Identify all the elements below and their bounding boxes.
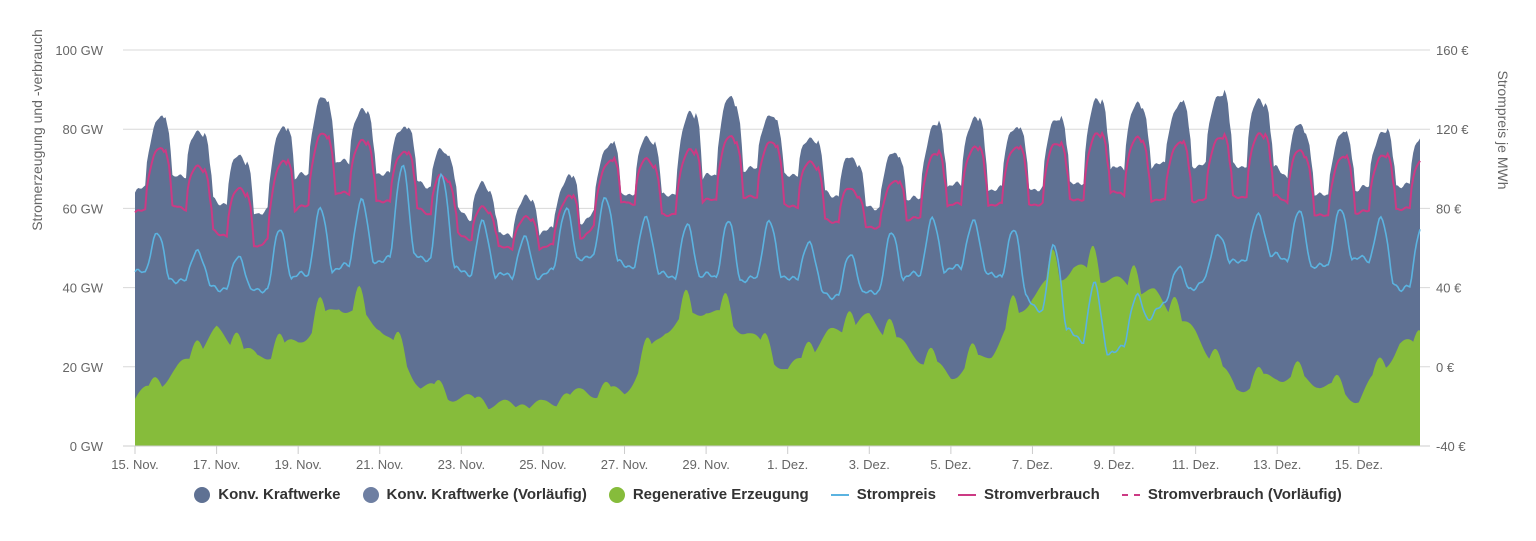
x-tick-label: 17. Nov. xyxy=(193,457,240,472)
x-tick-label: 1. Dez. xyxy=(767,457,808,472)
legend: Konv. Kraftwerke Konv. Kraftwerke (Vorlä… xyxy=(0,486,1536,503)
left-axis-title: Stromerzeugung und -verbrauch xyxy=(29,29,45,231)
energy-chart: 0 GW 20 GW 40 GW 60 GW 80 GW 100 GW -40 € 0 € 40… xyxy=(29,29,1511,472)
x-tick-label: 7. Dez. xyxy=(1012,457,1053,472)
legend-swatch-stromverbrauch xyxy=(957,493,976,496)
x-tick-label: 15. Nov. xyxy=(111,457,158,472)
x-tick-label: 3. Dez. xyxy=(849,457,890,472)
x-tick-label: 23. Nov. xyxy=(438,457,485,472)
series-layer xyxy=(134,89,1421,447)
legend-label-stromverbrauch-vorlaeufig: Stromverbrauch (Vorläufig) xyxy=(1147,486,1342,503)
x-tick-label: 19. Nov. xyxy=(274,457,321,472)
legend-label-konv-vorlaeufig: Konv. Kraftwerke (Vorläufig) xyxy=(386,486,587,503)
x-tick-label: 27. Nov. xyxy=(601,457,648,472)
right-tick-label: 40 € xyxy=(1436,281,1462,296)
series-strompreis xyxy=(134,164,1421,356)
legend-label-konv: Konv. Kraftwerke xyxy=(218,486,341,503)
x-tick-label: 11. Dez. xyxy=(1172,457,1219,472)
axes-layer: 0 GW 20 GW 40 GW 60 GW 80 GW 100 GW -40 € 0 € 40… xyxy=(55,43,1469,472)
x-tick-label: 13. Dez. xyxy=(1253,457,1301,472)
left-tick-label: 0 GW xyxy=(70,439,104,454)
legend-item-stromverbrauch-vorlaeufig[interactable]: Stromverbrauch (Vorläufig) xyxy=(1121,486,1342,503)
right-tick-label: -40 € xyxy=(1436,439,1466,454)
legend-item-regenerativ[interactable]: Regenerative Erzeugung xyxy=(608,486,809,503)
legend-swatch-stromverbrauch-vorlaeufig xyxy=(1121,493,1140,496)
legend-label-stromverbrauch: Stromverbrauch xyxy=(983,486,1100,503)
x-tick-label: 5. Dez. xyxy=(930,457,971,472)
legend-item-konv[interactable]: Konv. Kraftwerke xyxy=(194,486,341,503)
left-tick-label: 40 GW xyxy=(63,281,104,296)
left-tick-label: 100 GW xyxy=(55,43,103,58)
legend-swatch-strompreis xyxy=(830,493,849,496)
legend-swatch-regenerativ xyxy=(608,486,625,503)
left-tick-label: 20 GW xyxy=(63,360,104,375)
x-tick-label: 15. Dez. xyxy=(1335,457,1383,472)
x-tick-label: 29. Nov. xyxy=(682,457,729,472)
legend-label-strompreis: Strompreis xyxy=(856,486,936,503)
legend-swatch-konv xyxy=(194,486,211,503)
right-tick-label: 160 € xyxy=(1436,43,1469,58)
x-tick-label: 9. Dez. xyxy=(1093,457,1134,472)
x-tick-label: 25. Nov. xyxy=(519,457,566,472)
series-stromverbrauch xyxy=(134,130,1421,252)
legend-item-konv-vorlaeufig[interactable]: Konv. Kraftwerke (Vorläufig) xyxy=(362,486,587,503)
legend-label-regenerativ: Regenerative Erzeugung xyxy=(632,486,809,503)
left-tick-label: 80 GW xyxy=(63,122,104,137)
right-tick-label: 80 € xyxy=(1436,201,1462,216)
right-tick-label: 120 € xyxy=(1436,122,1469,137)
legend-swatch-konv-vorlaeufig xyxy=(362,486,379,503)
right-axis-title: Strompreis je MWh xyxy=(1495,70,1511,189)
right-tick-label: 0 € xyxy=(1436,360,1455,375)
legend-item-stromverbrauch[interactable]: Stromverbrauch xyxy=(957,486,1100,503)
legend-item-strompreis[interactable]: Strompreis xyxy=(830,486,936,503)
left-tick-label: 60 GW xyxy=(63,201,104,216)
x-tick-label: 21. Nov. xyxy=(356,457,403,472)
